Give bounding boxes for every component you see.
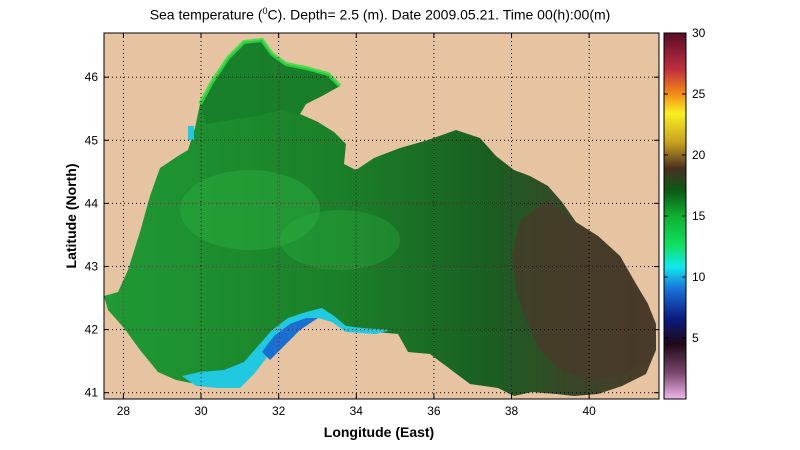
colorbar-tick-label: 30	[692, 26, 706, 40]
cold-coastal-water	[182, 308, 390, 388]
chart-title: Sea temperature (0C). Depth= 2.5 (m). Da…	[100, 6, 660, 23]
x-tick-label: 28	[117, 404, 131, 418]
x-tick-label: 32	[272, 404, 286, 418]
north-west-shelf-shade	[200, 40, 340, 124]
x-tick-label: 30	[194, 404, 208, 418]
plot-frame	[103, 32, 660, 400]
y-tick-label: 45	[85, 133, 99, 147]
y-axis-ticks: 41 42 43 44 45 46	[85, 70, 659, 400]
cold-core-water	[262, 318, 318, 360]
cold-spot-north-west	[188, 126, 194, 140]
y-tick-label: 43	[85, 259, 99, 273]
sea-area	[104, 40, 656, 396]
title-suffix: C). Depth= 2.5 (m). Date 2009.05.21. Tim…	[267, 6, 611, 23]
x-axis-label: Longitude (East)	[324, 424, 434, 440]
x-tick-label: 36	[427, 404, 441, 418]
x-tick-label: 34	[350, 404, 364, 418]
y-tick-label: 44	[85, 196, 99, 210]
colorbar-tick-label: 15	[692, 209, 706, 223]
warm-eastern-basin	[512, 200, 652, 380]
title-prefix: Sea temperature (	[149, 6, 263, 23]
sea-light-patch	[180, 170, 320, 250]
y-tick-label: 41	[85, 386, 99, 400]
colorbar-tick-label: 10	[692, 270, 706, 284]
x-axis-ticks: 28 30 32 34 36 38 40	[117, 33, 596, 418]
x-tick-label: 38	[505, 404, 519, 418]
x-tick-label: 40	[582, 404, 596, 418]
y-tick-label: 46	[85, 70, 99, 84]
coastal-rim	[198, 37, 342, 105]
sea-light-patch	[280, 210, 400, 270]
colorbar-tick-label: 20	[692, 148, 706, 162]
colorbar-ticks: 5 10 15 20 25 30	[664, 26, 706, 345]
title-superscript: 0	[262, 6, 268, 16]
colorbar-tick-label: 5	[692, 331, 699, 345]
grid-lines	[104, 33, 659, 399]
y-tick-label: 42	[85, 323, 99, 337]
colorbar-tick-label: 25	[692, 87, 706, 101]
y-axis-label: Latitude (North)	[63, 164, 79, 269]
